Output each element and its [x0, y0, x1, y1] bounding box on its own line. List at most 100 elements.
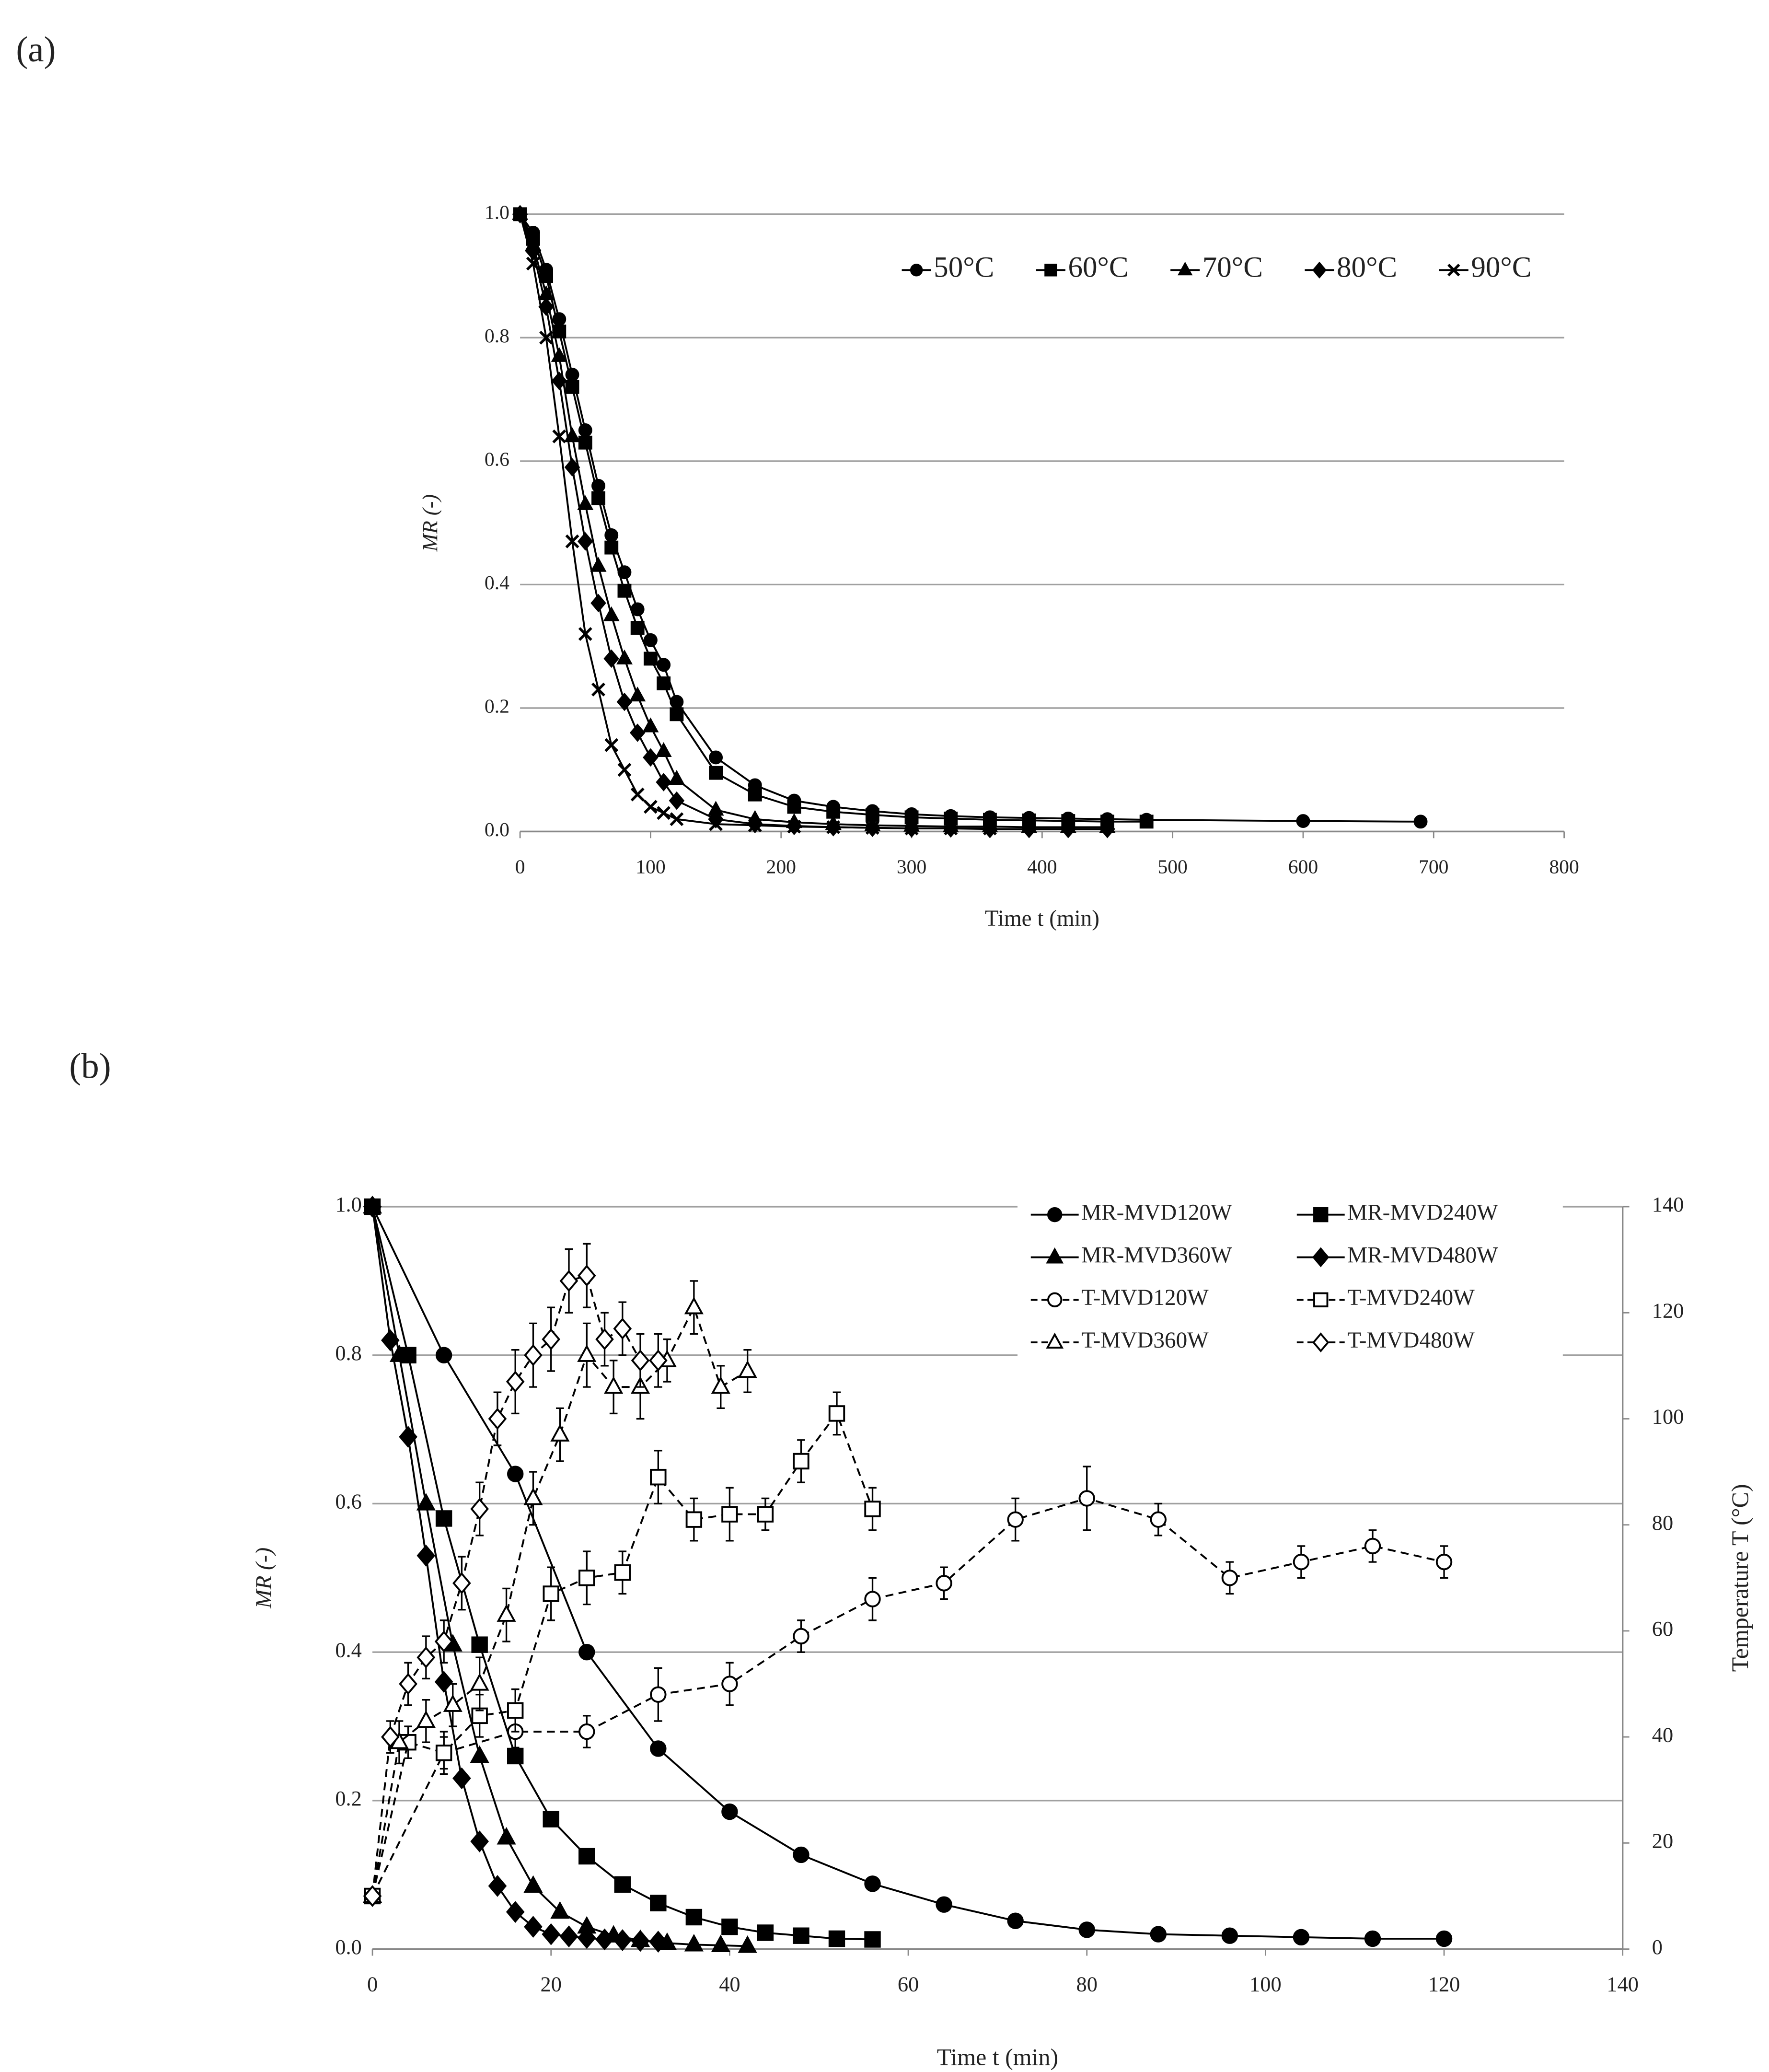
y2-tick-label: 40 — [1652, 1723, 1673, 1746]
marker — [550, 1901, 570, 1919]
marker — [1413, 815, 1428, 829]
marker — [709, 766, 723, 780]
marker — [828, 1930, 845, 1947]
marker — [363, 1885, 382, 1907]
marker — [630, 787, 645, 802]
marker — [524, 1916, 543, 1938]
marker — [470, 1830, 489, 1852]
marker — [488, 1875, 507, 1897]
y2-tick-label: 20 — [1652, 1829, 1673, 1853]
marker — [507, 1702, 524, 1719]
marker — [670, 707, 684, 722]
x-tick-label: 60 — [898, 1972, 919, 1996]
marker — [497, 1827, 516, 1845]
y-tick-label: 0.4 — [335, 1638, 362, 1662]
x-tick-label: 300 — [897, 856, 926, 878]
marker — [363, 1196, 382, 1218]
marker — [936, 1575, 952, 1592]
marker — [793, 1453, 809, 1470]
marker — [1435, 1553, 1453, 1571]
x-tick-label: 600 — [1288, 856, 1318, 878]
series-line — [371, 1497, 1445, 1897]
marker — [864, 1875, 881, 1892]
marker — [787, 819, 801, 834]
marker — [629, 687, 646, 702]
marker — [656, 773, 671, 792]
marker — [631, 1349, 650, 1372]
y2-tick-label: 60 — [1652, 1617, 1673, 1641]
marker — [590, 594, 606, 613]
marker — [1312, 1247, 1330, 1268]
marker — [655, 742, 672, 757]
marker — [738, 1360, 757, 1378]
marker — [1312, 1332, 1330, 1352]
marker — [657, 676, 671, 690]
marker — [1046, 1332, 1064, 1349]
marker — [470, 1745, 489, 1763]
x-axis-label: Time t (min) — [937, 2043, 1058, 2070]
marker — [650, 1895, 667, 1911]
marker — [685, 1909, 703, 1926]
x-tick-label: 140 — [1607, 1972, 1639, 1996]
legend-label: 50°C — [934, 251, 994, 283]
marker — [864, 1591, 881, 1607]
y-tick-label: 0.6 — [335, 1490, 362, 1513]
legend-label: MR-MVD360W — [1081, 1243, 1232, 1268]
marker — [1139, 815, 1154, 829]
marker — [452, 1767, 471, 1790]
marker — [497, 1604, 516, 1622]
y-tick-label: 0.8 — [335, 1341, 362, 1365]
marker — [616, 649, 633, 664]
marker — [685, 1511, 703, 1528]
marker — [617, 583, 632, 598]
marker — [757, 1506, 774, 1523]
marker — [595, 1928, 614, 1951]
marker — [435, 1510, 452, 1527]
legend-box — [1017, 1193, 1563, 1360]
marker — [614, 1876, 631, 1893]
series-line — [371, 1206, 1445, 1940]
marker — [613, 1929, 632, 1951]
marker — [721, 1918, 738, 1935]
marker — [443, 1694, 462, 1712]
y2-tick-label: 80 — [1652, 1511, 1673, 1535]
marker — [1312, 261, 1327, 279]
marker — [864, 1931, 881, 1948]
marker — [1313, 1292, 1329, 1307]
legend-label: T-MVD360W — [1081, 1328, 1209, 1353]
marker — [604, 738, 619, 752]
x-tick-label: 400 — [1027, 856, 1057, 878]
marker — [470, 1498, 489, 1520]
marker — [643, 652, 658, 666]
marker — [630, 621, 645, 635]
x-tick-label: 40 — [719, 1972, 740, 1996]
legend-label: 80°C — [1337, 251, 1397, 283]
marker — [578, 627, 592, 641]
marker — [738, 1935, 757, 1953]
marker — [416, 1646, 436, 1669]
marker — [591, 682, 605, 697]
marker — [578, 1723, 595, 1740]
marker — [513, 207, 527, 221]
marker — [684, 1296, 704, 1315]
marker — [577, 1344, 597, 1362]
marker — [787, 800, 801, 814]
marker — [507, 1747, 524, 1765]
marker — [604, 540, 619, 555]
marker — [1447, 264, 1460, 277]
y-tick-label: 0.6 — [485, 448, 509, 470]
marker — [1047, 1207, 1063, 1222]
marker — [944, 821, 958, 836]
marker — [603, 606, 620, 621]
y-tick-label: 1.0 — [335, 1192, 362, 1216]
marker — [643, 800, 658, 814]
marker — [506, 1901, 525, 1923]
marker — [452, 1572, 471, 1595]
x-tick-label: 0 — [367, 1972, 378, 1996]
marker — [523, 1875, 543, 1893]
marker — [526, 256, 540, 271]
marker — [543, 1811, 559, 1828]
marker — [507, 1466, 524, 1482]
